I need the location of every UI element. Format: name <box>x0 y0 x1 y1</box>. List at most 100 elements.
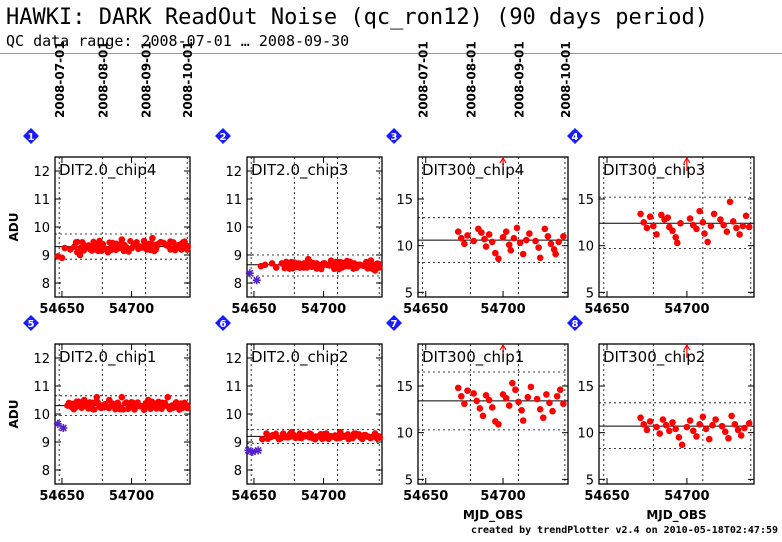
panel-1-point <box>143 246 151 253</box>
panel-2-point <box>268 260 276 267</box>
panel-6-point <box>367 434 375 442</box>
panel-5-point <box>93 393 101 401</box>
panel-2-ytick-label: 12 <box>225 165 242 180</box>
panel-3-point <box>526 230 533 237</box>
panel-3-point <box>481 235 488 243</box>
panel-5-outlier <box>53 419 62 428</box>
panel-4-offscale-arrowhead <box>683 156 691 164</box>
panel-5-point <box>129 399 137 407</box>
panel-7-point <box>527 383 535 391</box>
panel-2-point <box>367 257 375 264</box>
panel-8-point <box>675 434 683 441</box>
panel-2-point <box>300 260 308 267</box>
panel-5-point <box>114 399 121 407</box>
panel-3-point <box>522 236 530 244</box>
panel-4-badge-number: 4 <box>572 132 579 143</box>
panel-2-xtick-label: 54700 <box>301 302 346 317</box>
panel-1-ytick-label: 8 <box>42 277 50 292</box>
panel-7-point <box>505 402 513 409</box>
panel-3-point <box>499 233 507 241</box>
panel-1-ytick-label: 10 <box>33 221 50 236</box>
panel-5-point <box>144 396 152 404</box>
panel-3-point <box>519 250 527 258</box>
panel-6-ytick-label: 9 <box>234 436 242 451</box>
panel-2-point <box>356 261 364 269</box>
panel-2-outlier <box>245 269 254 278</box>
panel-8-point <box>728 412 735 420</box>
panel-2-point <box>320 261 327 269</box>
panel-4-badge <box>567 128 583 144</box>
panel-8-point <box>712 416 719 423</box>
panel-6-point <box>311 435 319 443</box>
panel-5-ytick-label: 12 <box>33 352 50 367</box>
panel-8-point <box>709 421 716 429</box>
panel-2-ytick-label: 10 <box>225 221 242 236</box>
panel-4-point <box>717 216 724 223</box>
panel-3-point <box>488 238 496 246</box>
panel-8-point <box>637 414 644 422</box>
panel-6-xtick-label: 54700 <box>301 489 346 504</box>
panel-6-outlier <box>248 447 257 456</box>
panel-6-point <box>356 433 364 440</box>
panel-8-point <box>734 426 742 434</box>
panel-8-point <box>662 421 670 429</box>
panel-5-point <box>164 393 172 401</box>
panel-7-point <box>549 407 556 415</box>
panel-1-point <box>71 243 78 250</box>
panel-8-xtick-label: 54700 <box>664 489 709 504</box>
panel-4-point <box>710 210 718 218</box>
panel-8-ytick-label: 15 <box>577 380 594 395</box>
panel-4-point <box>736 231 743 238</box>
panel-1-badge-number: 1 <box>28 132 35 143</box>
panel-4-point <box>643 224 651 232</box>
panel-6-point <box>317 431 325 439</box>
panel-3-point <box>552 250 559 258</box>
panel-4-point <box>658 211 665 219</box>
panel-2-ytick-label: 9 <box>234 249 242 264</box>
panel-7-point <box>533 395 541 403</box>
panel-7-point <box>560 400 567 408</box>
panel-2-title: DIT2.0_chip3 <box>251 161 348 180</box>
panel-7-point <box>539 414 547 422</box>
panel-6-point <box>332 434 340 442</box>
panel-7-point <box>536 406 544 413</box>
panel-5-title: DIT2.0_chip1 <box>59 348 156 367</box>
panel-3-offscale-arrowhead <box>499 156 507 164</box>
panel-2-point <box>272 264 280 271</box>
panel-7-point <box>485 396 493 404</box>
panel-5-badge <box>23 315 39 331</box>
panel-8-point <box>699 413 707 421</box>
panel-4-frame <box>598 156 755 298</box>
panel-1-point <box>146 240 153 248</box>
panel-1-point <box>131 240 138 248</box>
panel-5-point <box>135 402 142 409</box>
panel-1-point <box>99 244 106 252</box>
panel-5-point <box>120 406 127 413</box>
panel-6-ytick-label: 11 <box>225 380 242 395</box>
panel-6-point <box>323 430 330 437</box>
panel-7-point <box>543 391 550 398</box>
panel-1-point <box>80 241 88 249</box>
panel-7-point <box>515 398 522 406</box>
panel-1-point <box>167 246 174 253</box>
panel-3-point <box>544 233 552 240</box>
date-label-1-4: 2008-10-01 <box>181 41 195 118</box>
panel-1-point <box>136 243 144 250</box>
panel-7-point <box>553 392 561 400</box>
panel-8-point <box>643 426 651 434</box>
panel-8-xlabel: MJD_OBS <box>646 508 706 523</box>
panel-6-point <box>284 433 291 440</box>
panel-3-point <box>560 233 567 240</box>
panel-4-point <box>637 210 644 218</box>
panel-4-point <box>686 215 694 222</box>
date-label-3-2: 2008-08-01 <box>465 41 479 118</box>
panel-7-point <box>519 417 527 424</box>
panel-3-point <box>461 240 468 248</box>
panel-7-point <box>488 404 496 411</box>
panel-4-point <box>693 225 700 233</box>
panel-1-xtick-label: 54650 <box>39 302 84 317</box>
panel-5-point <box>101 400 109 408</box>
panel-5-point <box>85 405 92 412</box>
panel-7-point <box>464 387 471 394</box>
panel-5-ytick-label: 10 <box>33 408 50 423</box>
